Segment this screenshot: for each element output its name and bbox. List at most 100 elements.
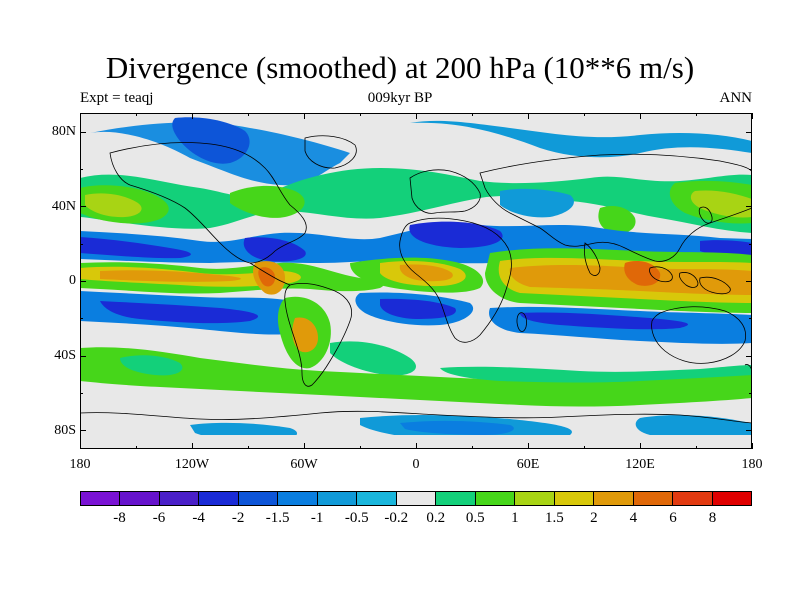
colorbar-swatch bbox=[278, 492, 318, 505]
field-contour bbox=[243, 237, 306, 262]
tick-mark bbox=[80, 443, 81, 449]
tick-mark bbox=[248, 446, 249, 449]
colorbar-label: -4 bbox=[192, 510, 205, 526]
field-contour bbox=[409, 221, 503, 248]
tick-mark bbox=[80, 206, 86, 207]
lon-label-180w: 180 bbox=[69, 457, 91, 472]
tick-mark bbox=[80, 393, 83, 394]
field-contour bbox=[80, 168, 752, 233]
colorbar-label: -1 bbox=[310, 510, 324, 526]
tick-mark bbox=[80, 430, 86, 431]
field-contour bbox=[410, 120, 752, 158]
colorbar-label: -2 bbox=[231, 510, 245, 526]
field-contour bbox=[380, 298, 456, 319]
tick-mark bbox=[416, 443, 417, 449]
colorbar-label: 8 bbox=[708, 510, 717, 526]
tick-mark bbox=[752, 113, 753, 119]
tick-mark bbox=[752, 443, 753, 449]
tick-mark bbox=[80, 281, 86, 282]
field-contour bbox=[330, 341, 416, 376]
colorbar-swatch bbox=[81, 492, 121, 505]
experiment-label: Expt = teaqj bbox=[80, 90, 154, 106]
field-contour bbox=[80, 347, 752, 407]
field-contour bbox=[292, 317, 318, 353]
tick-mark bbox=[528, 443, 529, 449]
colorbar-label: 6 bbox=[669, 510, 677, 526]
colorbar-swatch bbox=[317, 492, 358, 505]
tick-mark bbox=[136, 113, 137, 116]
colorbar-label: 2 bbox=[590, 510, 598, 526]
tick-mark bbox=[80, 318, 83, 319]
colorbar-swatch bbox=[120, 492, 160, 505]
lat-label-40s: 40S bbox=[54, 348, 76, 363]
field-contour bbox=[700, 240, 752, 256]
field-contour bbox=[100, 270, 241, 282]
tick-mark bbox=[248, 113, 249, 116]
field-contour bbox=[80, 406, 223, 426]
lat-label-eq: 0 bbox=[69, 273, 76, 288]
tick-mark bbox=[192, 113, 193, 119]
tick-mark bbox=[746, 132, 752, 133]
colorbar-swatch bbox=[436, 492, 476, 505]
colorbar-label: -0.2 bbox=[384, 510, 409, 526]
colorbar-label: 1 bbox=[511, 510, 519, 526]
tick-mark bbox=[746, 356, 752, 357]
field-contour bbox=[440, 365, 752, 383]
tick-mark bbox=[640, 443, 641, 449]
tick-mark bbox=[749, 393, 752, 394]
colorbar-swatch bbox=[712, 492, 751, 505]
field-contour bbox=[399, 264, 453, 282]
plot-title: Divergence (smoothed) at 200 hPa (10**6 … bbox=[105, 50, 695, 85]
field-contour bbox=[85, 193, 142, 218]
tick-mark bbox=[80, 132, 86, 133]
lon-label-180e: 180 bbox=[741, 457, 763, 472]
lat-label-80s: 80S bbox=[54, 423, 76, 438]
field-contour bbox=[80, 237, 191, 259]
colorbar-swatch bbox=[357, 492, 397, 505]
lon-label-60e: 60E bbox=[516, 457, 540, 472]
field-contour bbox=[100, 301, 259, 324]
tick-mark bbox=[80, 244, 83, 245]
colorbar-swatch bbox=[594, 492, 634, 505]
tick-mark bbox=[80, 169, 83, 170]
field-contour bbox=[258, 267, 276, 287]
field-contour bbox=[120, 355, 183, 376]
tick-mark bbox=[696, 446, 697, 449]
tick-mark bbox=[80, 113, 81, 119]
colorbar-label: -1.5 bbox=[265, 510, 290, 526]
tick-mark bbox=[192, 443, 193, 449]
field-contour bbox=[690, 190, 752, 218]
lon-label-0: 0 bbox=[412, 457, 420, 472]
colorbar-label: 0.2 bbox=[426, 510, 446, 526]
colorbar-label: 4 bbox=[629, 510, 638, 526]
colorbar-swatch bbox=[159, 492, 200, 505]
field-contour bbox=[172, 117, 250, 164]
tick-mark bbox=[472, 446, 473, 449]
field-contour bbox=[520, 312, 689, 330]
field-contour bbox=[500, 188, 574, 218]
tick-mark bbox=[304, 443, 305, 449]
colorbar bbox=[80, 491, 752, 506]
time-label: 009kyr BP bbox=[367, 90, 433, 106]
colorbar-label: -0.5 bbox=[344, 510, 369, 526]
divergence-map bbox=[80, 113, 752, 449]
field-contour bbox=[598, 206, 636, 234]
tick-mark bbox=[746, 430, 752, 431]
tick-mark bbox=[696, 113, 697, 116]
tick-mark bbox=[136, 446, 137, 449]
season-label: ANN bbox=[719, 90, 753, 106]
colorbar-swatch bbox=[475, 492, 516, 505]
colorbar-swatch bbox=[238, 492, 279, 505]
tick-mark bbox=[360, 446, 361, 449]
tick-mark bbox=[640, 113, 641, 119]
field-contour bbox=[230, 185, 305, 218]
field-contour bbox=[635, 415, 752, 440]
tick-mark bbox=[80, 356, 86, 357]
lat-label-40n: 40N bbox=[51, 199, 76, 214]
colorbar-swatch bbox=[554, 492, 595, 505]
colorbar-label: 1.5 bbox=[544, 510, 564, 526]
lat-label-80n: 80N bbox=[51, 124, 76, 139]
colorbar-swatch bbox=[396, 492, 437, 505]
tick-mark bbox=[749, 169, 752, 170]
tick-mark bbox=[746, 281, 752, 282]
